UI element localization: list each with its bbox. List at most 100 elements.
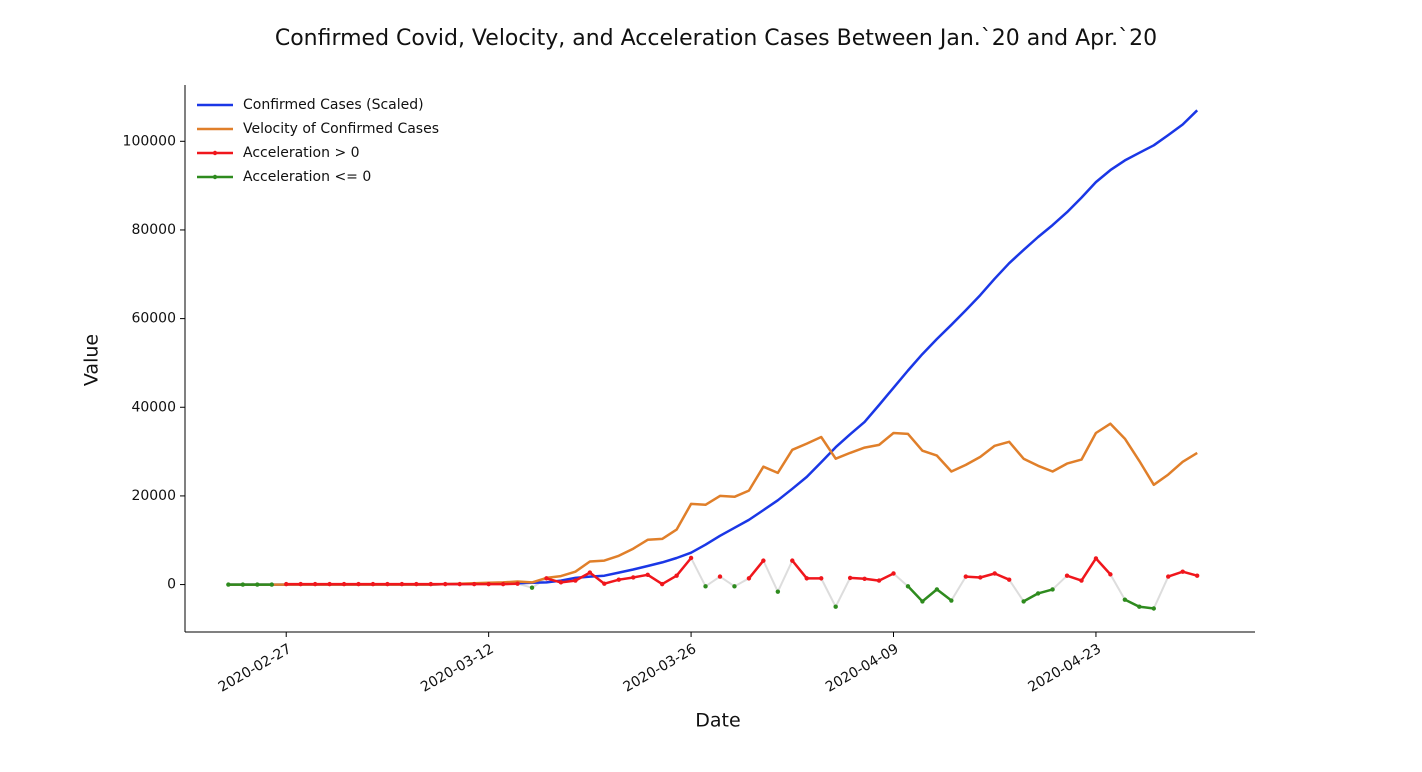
transition-line (762, 560, 779, 593)
point (645, 572, 650, 578)
point (1050, 587, 1055, 592)
transition-line (834, 577, 852, 608)
point (370, 581, 376, 587)
point (1122, 597, 1128, 602)
point (515, 581, 520, 586)
point (457, 581, 462, 587)
point (356, 581, 361, 587)
point (1021, 599, 1026, 604)
point (385, 581, 390, 587)
point (790, 558, 795, 563)
transition-line (719, 575, 736, 588)
point (558, 580, 564, 585)
x-tick-label: 2020-03-26 (621, 641, 700, 696)
point (269, 582, 274, 587)
point (703, 584, 708, 589)
point (443, 581, 448, 587)
point (891, 571, 896, 576)
transition-line (733, 577, 750, 588)
point (761, 558, 766, 563)
point (1194, 573, 1200, 578)
point (1137, 604, 1142, 609)
point (920, 599, 925, 604)
point (963, 574, 969, 579)
point (500, 581, 506, 587)
point (414, 581, 419, 587)
transition-line (820, 577, 837, 608)
series-line (228, 583, 1154, 610)
x-tick-label: 2020-04-09 (823, 641, 901, 696)
x-axis-label: Date (695, 710, 740, 732)
point (544, 576, 549, 581)
y-tick-label: 0 (167, 577, 176, 593)
point (1006, 577, 1012, 582)
legend-label: Velocity of Confirmed Cases (243, 121, 439, 137)
x-tick-label: 2020-03-12 (418, 641, 496, 696)
point (847, 575, 853, 581)
point (1180, 569, 1185, 574)
point (399, 581, 405, 587)
y-tick-label: 60000 (131, 311, 176, 327)
transition-line (704, 575, 721, 588)
point (905, 584, 911, 589)
series-line (286, 557, 1198, 586)
point (1108, 572, 1113, 577)
transition-line (1152, 576, 1170, 609)
x-tick-label: 2020-04-23 (1025, 641, 1103, 696)
legend-marker (212, 150, 218, 156)
point (486, 581, 491, 587)
y-tick-label: 20000 (131, 488, 176, 504)
series-line (228, 109, 1199, 586)
point (312, 581, 318, 587)
point (284, 581, 289, 587)
point (659, 581, 665, 587)
point (732, 584, 737, 589)
point (934, 587, 940, 592)
point (471, 581, 477, 587)
point (616, 577, 621, 582)
legend-label: Acceleration <= 0 (243, 169, 371, 185)
point (602, 581, 607, 586)
point (298, 581, 303, 587)
point (674, 573, 679, 578)
legend-label: Confirmed Cases (Scaled) (243, 97, 424, 113)
y-tick-label: 80000 (131, 222, 176, 238)
point (327, 581, 332, 587)
point (688, 555, 694, 561)
point (631, 575, 636, 580)
x-tick-label: 2020-02-27 (216, 641, 294, 696)
point (876, 578, 882, 583)
transition-line (1051, 574, 1068, 591)
point (1064, 573, 1070, 578)
legend-marker (212, 174, 218, 180)
point (717, 574, 723, 579)
point (804, 576, 809, 581)
legend-label: Acceleration > 0 (243, 145, 360, 161)
point (529, 585, 535, 590)
point (746, 576, 752, 581)
point (428, 581, 434, 587)
point (978, 575, 983, 580)
point (1035, 591, 1041, 596)
point (1151, 606, 1156, 611)
point (775, 589, 781, 594)
transition-line (950, 576, 967, 602)
point (587, 570, 593, 575)
transition-line (690, 557, 707, 587)
y-axis-label: Value (81, 334, 103, 386)
point (226, 582, 231, 587)
point (341, 581, 347, 587)
transition-line (1008, 579, 1025, 602)
point (819, 576, 824, 581)
point (240, 582, 246, 587)
y-tick-label: 100000 (123, 133, 176, 149)
transition-line (776, 560, 794, 593)
point (949, 598, 954, 603)
point (862, 576, 867, 582)
point (1093, 556, 1099, 561)
point (992, 571, 997, 576)
transition-line (1109, 573, 1126, 601)
point (833, 604, 838, 609)
chart-title: Confirmed Covid, Velocity, and Accelerat… (275, 26, 1157, 51)
